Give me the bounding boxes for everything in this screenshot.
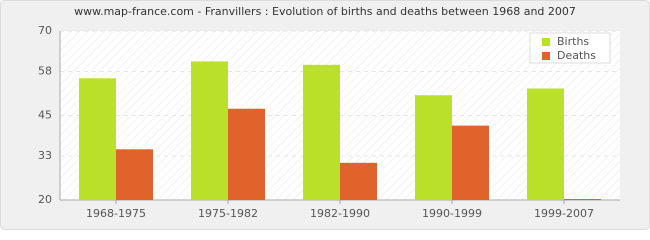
x-tick-label: 1982-1990: [310, 207, 370, 220]
bar: [191, 61, 228, 200]
legend-label: Deaths: [557, 49, 596, 62]
bar: [340, 162, 377, 200]
y-tick-label: 70: [38, 24, 52, 37]
bar: [303, 64, 340, 200]
bar: [564, 199, 601, 200]
bar: [452, 125, 489, 200]
legend-swatch: [542, 38, 550, 46]
x-tick-label: 1990-1999: [422, 207, 482, 220]
bar: [527, 88, 564, 200]
y-tick-label: 45: [38, 109, 52, 122]
legend-swatch: [542, 52, 550, 60]
bar: [79, 78, 116, 200]
chart-title: www.map-france.com - Franvillers : Evolu…: [74, 5, 576, 18]
y-tick-label: 33: [38, 149, 52, 162]
x-tick-label: 1975-1982: [198, 207, 258, 220]
x-tick-label: 1968-1975: [86, 207, 146, 220]
legend-label: Births: [557, 35, 589, 48]
bar: [116, 149, 153, 200]
chart: www.map-france.com - Franvillers : Evolu…: [0, 0, 650, 230]
bar: [228, 108, 265, 200]
bar: [415, 95, 452, 200]
y-tick-label: 20: [38, 193, 52, 206]
x-tick-label: 1999-2007: [534, 207, 594, 220]
y-tick-label: 58: [38, 65, 52, 78]
